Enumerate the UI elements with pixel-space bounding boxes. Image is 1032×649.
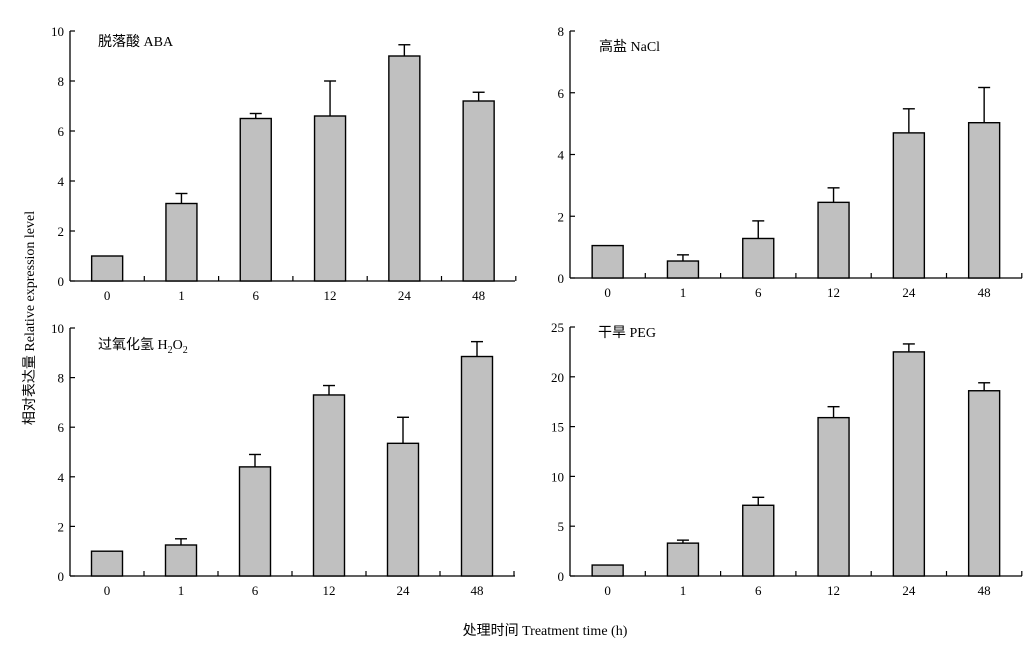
x-tick-label: 12: [827, 285, 840, 300]
x-tick-label: 48: [472, 288, 485, 303]
bar: [666, 260, 700, 279]
bar: [388, 55, 421, 282]
y-tick-label: 8: [58, 74, 65, 89]
y-tick-label: 4: [58, 470, 65, 485]
x-tick-label: 0: [604, 285, 611, 300]
bar: [386, 442, 420, 577]
bar: [312, 394, 346, 577]
y-tick-label: 2: [558, 209, 565, 224]
bar: [967, 390, 1001, 577]
y-tick-label: 10: [551, 469, 564, 484]
x-axis-title: 处理时间 Treatment time (h): [463, 623, 628, 639]
bar: [967, 121, 1001, 279]
y-tick-label: 0: [58, 569, 65, 584]
bar: [462, 100, 495, 282]
y-tick-label: 2: [58, 519, 65, 534]
bar: [164, 544, 198, 577]
y-tick-label: 15: [551, 420, 564, 435]
x-tick-label: 0: [104, 288, 111, 303]
y-tick-label: 6: [58, 420, 65, 435]
y-tick-label: 8: [58, 371, 65, 386]
bar: [239, 117, 272, 282]
x-tick-label: 24: [397, 583, 411, 598]
panel-title: 干旱 PEG: [598, 326, 656, 341]
bar: [742, 504, 775, 577]
y-tick-label: 6: [58, 124, 65, 139]
y-tick-label: 10: [51, 24, 64, 39]
bar: [90, 550, 124, 577]
bar: [165, 202, 198, 282]
y-tick-label: 8: [558, 24, 565, 39]
panel-title: 过氧化氢 H2O2: [98, 337, 188, 356]
x-tick-label: 6: [755, 583, 762, 598]
bar: [742, 237, 775, 279]
panel-title: 脱落酸 ABA: [98, 34, 174, 50]
x-tick-label: 1: [178, 288, 185, 303]
bar: [90, 255, 124, 282]
x-tick-label: 48: [978, 285, 991, 300]
y-tick-label: 4: [558, 148, 565, 163]
x-tick-label: 12: [323, 583, 336, 598]
y-axis-title: 相对表达量 Relative expression level: [22, 211, 38, 425]
x-tick-label: 6: [253, 288, 260, 303]
x-tick-label: 6: [755, 285, 762, 300]
x-tick-label: 24: [902, 285, 916, 300]
bar: [313, 115, 347, 282]
x-tick-label: 6: [252, 583, 259, 598]
y-tick-label: 25: [551, 320, 564, 335]
x-tick-label: 12: [827, 583, 840, 598]
x-tick-label: 48: [471, 583, 484, 598]
bar: [460, 355, 494, 577]
y-tick-label: 0: [558, 271, 565, 286]
x-tick-label: 48: [978, 583, 991, 598]
y-tick-label: 10: [51, 321, 64, 336]
bar: [817, 201, 850, 279]
y-tick-label: 6: [558, 86, 565, 101]
x-tick-label: 24: [902, 583, 916, 598]
bar: [892, 351, 926, 577]
x-tick-label: 0: [604, 583, 611, 598]
y-tick-label: 2: [58, 224, 65, 239]
y-tick-label: 0: [558, 569, 565, 584]
y-tick-label: 5: [558, 519, 565, 534]
bar: [892, 132, 926, 279]
x-tick-label: 1: [680, 583, 687, 598]
x-tick-label: 0: [104, 583, 111, 598]
x-tick-label: 1: [178, 583, 185, 598]
bar: [591, 564, 624, 577]
bar: [817, 416, 850, 577]
y-tick-label: 4: [58, 174, 65, 189]
y-tick-label: 0: [58, 274, 65, 289]
bar: [591, 244, 624, 279]
x-tick-label: 24: [398, 288, 412, 303]
panel-title: 高盐 NaCl: [599, 38, 660, 55]
panel-peg: 0 5 10 15 20 25 0 1 6 12 24 48 干旱 PEG: [551, 320, 1023, 598]
bar: [238, 466, 272, 577]
x-tick-label: 12: [324, 288, 337, 303]
bar: [666, 542, 700, 577]
y-tick-label: 20: [551, 370, 564, 385]
x-tick-label: 1: [680, 285, 687, 300]
